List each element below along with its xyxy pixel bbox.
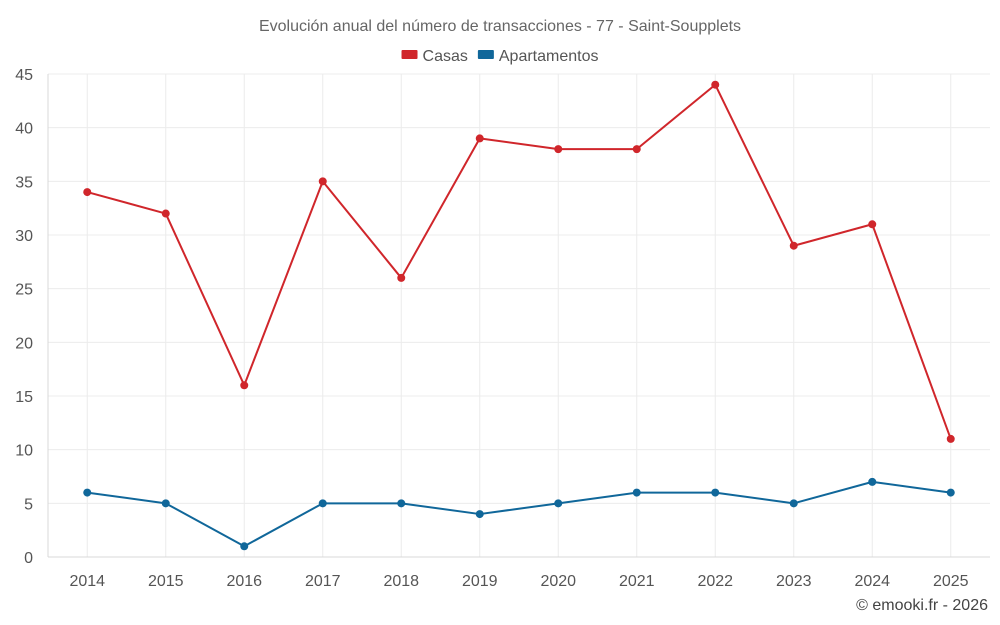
x-tick-label: 2025 — [933, 573, 969, 590]
chart-title: Evolución anual del número de transaccio… — [259, 18, 741, 35]
x-tick-label: 2021 — [619, 573, 655, 590]
data-point-casas[interactable] — [711, 80, 720, 89]
data-point-casas[interactable] — [83, 188, 92, 197]
data-point-casas[interactable] — [475, 134, 484, 143]
legend-swatch-casas[interactable] — [401, 50, 418, 59]
data-point-casas[interactable] — [318, 177, 327, 186]
data-point-casas[interactable] — [632, 145, 641, 154]
data-point-apartamentos[interactable] — [397, 499, 406, 508]
y-tick-label: 30 — [15, 228, 33, 245]
data-point-casas[interactable] — [946, 434, 955, 443]
x-tick-label: 2014 — [69, 573, 105, 590]
data-point-apartamentos[interactable] — [554, 499, 563, 508]
data-point-casas[interactable] — [240, 381, 249, 390]
data-point-casas[interactable] — [868, 220, 877, 229]
x-tick-label: 2015 — [148, 573, 184, 590]
data-point-casas[interactable] — [554, 145, 563, 154]
legend-swatch-apartamentos[interactable] — [477, 50, 494, 59]
y-tick-label: 35 — [15, 174, 33, 191]
legend: Casas Apartamentos — [401, 48, 599, 65]
data-point-casas[interactable] — [397, 273, 406, 282]
data-point-casas[interactable] — [789, 241, 798, 250]
legend-label-apartamentos: Apartamentos — [499, 48, 599, 65]
x-tick-label: 2019 — [462, 573, 498, 590]
series-apartamentos — [83, 477, 955, 551]
data-point-apartamentos[interactable] — [632, 488, 641, 497]
y-tick-label: 45 — [15, 67, 33, 84]
legend-label-casas: Casas — [423, 48, 468, 65]
data-point-apartamentos[interactable] — [711, 488, 720, 497]
x-tick-label: 2024 — [854, 573, 890, 590]
y-tick-label: 5 — [24, 496, 33, 513]
data-point-apartamentos[interactable] — [161, 499, 170, 508]
y-tick-label: 40 — [15, 121, 33, 138]
data-point-apartamentos[interactable] — [83, 488, 92, 497]
series-line-casas — [86, 83, 952, 440]
x-tick-label: 2017 — [305, 573, 341, 590]
series-casas — [83, 80, 955, 443]
series-layer — [83, 80, 955, 551]
x-tick-label: 2018 — [383, 573, 419, 590]
y-tick-label: 0 — [24, 550, 33, 567]
y-tick-label: 15 — [15, 389, 33, 406]
grid — [48, 73, 990, 557]
data-point-casas[interactable] — [161, 209, 170, 218]
data-point-apartamentos[interactable] — [318, 499, 327, 508]
y-tick-label: 10 — [15, 443, 33, 460]
credit-text: © emooki.fr - 2026 — [856, 597, 988, 614]
x-tick-label: 2022 — [697, 573, 733, 590]
x-tick-label: 2020 — [540, 573, 576, 590]
y-tick-label: 25 — [15, 282, 33, 299]
data-point-apartamentos[interactable] — [946, 488, 955, 497]
data-point-apartamentos[interactable] — [240, 542, 249, 551]
x-tick-label: 2023 — [776, 573, 812, 590]
series-line-apartamentos — [87, 480, 951, 548]
data-point-apartamentos[interactable] — [868, 477, 877, 486]
data-point-apartamentos[interactable] — [475, 510, 484, 519]
y-tick-label: 20 — [15, 335, 33, 352]
x-tick-label: 2016 — [226, 573, 262, 590]
data-point-apartamentos[interactable] — [789, 499, 798, 508]
